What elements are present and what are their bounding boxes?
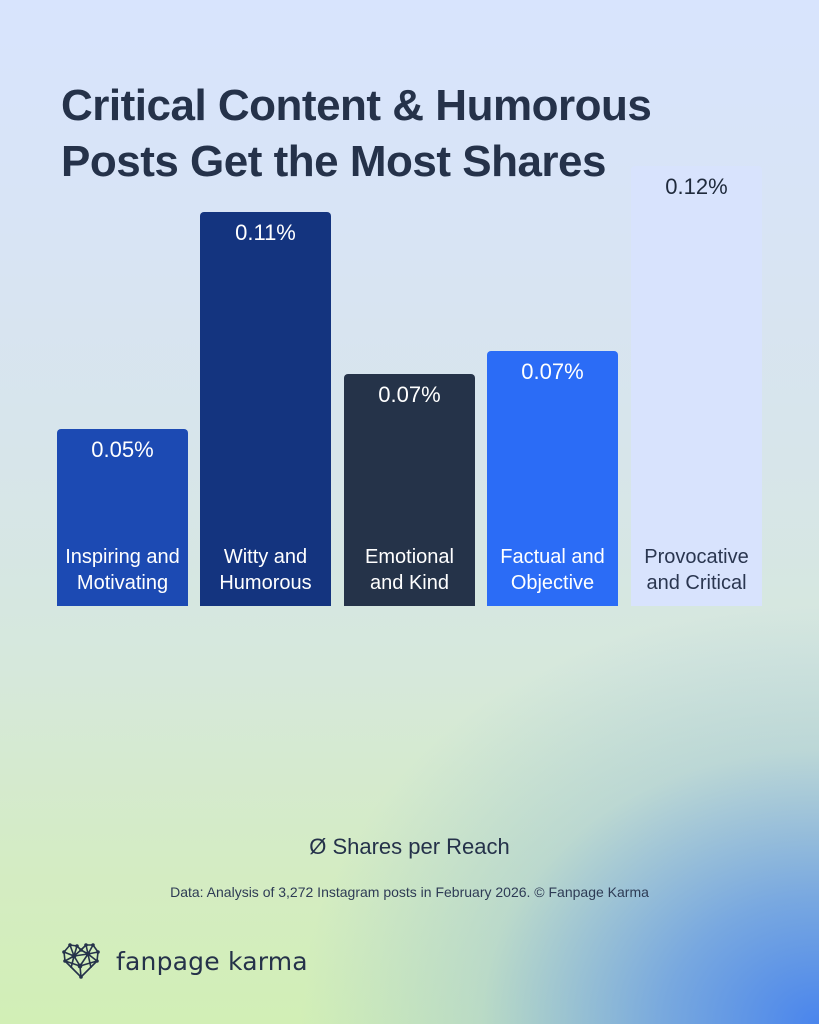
bar-value: 0.11% — [235, 220, 296, 245]
brand-logo: fanpage karma — [61, 941, 308, 981]
title-line-1: Critical Content & Humorous — [61, 81, 652, 130]
brand-name: fanpage karma — [116, 946, 308, 976]
bar-category-label: Emotional and Kind — [365, 546, 454, 594]
title-line-2: Posts Get the Most Shares — [61, 137, 606, 186]
bar-category-label: Inspiring and Motivating — [65, 546, 180, 594]
bar-value: 0.07% — [378, 382, 441, 407]
bar-category-label: Witty and Humorous — [219, 546, 312, 594]
bar-witty-humorous: 0.11% Witty and Humorous — [200, 212, 331, 606]
bar-inspiring-motivating: 0.05% Inspiring and Motivating — [57, 429, 188, 606]
bar-emotional-kind: 0.07% Emotional and Kind — [344, 374, 475, 606]
bar-value: 0.12% — [665, 174, 728, 199]
bar-value: 0.05% — [91, 437, 154, 462]
bar-value: 0.07% — [521, 359, 584, 384]
source-note: Data: Analysis of 3,272 Instagram posts … — [170, 884, 649, 900]
heart-network-icon — [62, 943, 100, 979]
bar-provocative-critical: 0.12% Provocative and Critical — [631, 166, 762, 606]
x-axis-label: Ø Shares per Reach — [309, 834, 510, 859]
bar-factual-objective: 0.07% Factual and Objective — [487, 351, 618, 606]
bar-category-label: Factual and Objective — [500, 546, 605, 594]
bar-category-label: Provocative and Critical — [644, 546, 749, 594]
chart-title: Critical Content & Humorous Posts Get th… — [61, 78, 781, 190]
bar-chart: 0.05% Inspiring and Motivating 0.11% Wit… — [57, 166, 762, 606]
